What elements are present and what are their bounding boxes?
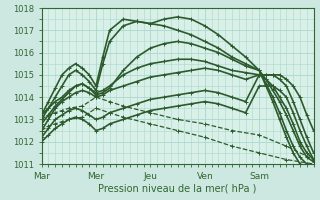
X-axis label: Pression niveau de la mer( hPa ): Pression niveau de la mer( hPa ): [99, 183, 257, 193]
